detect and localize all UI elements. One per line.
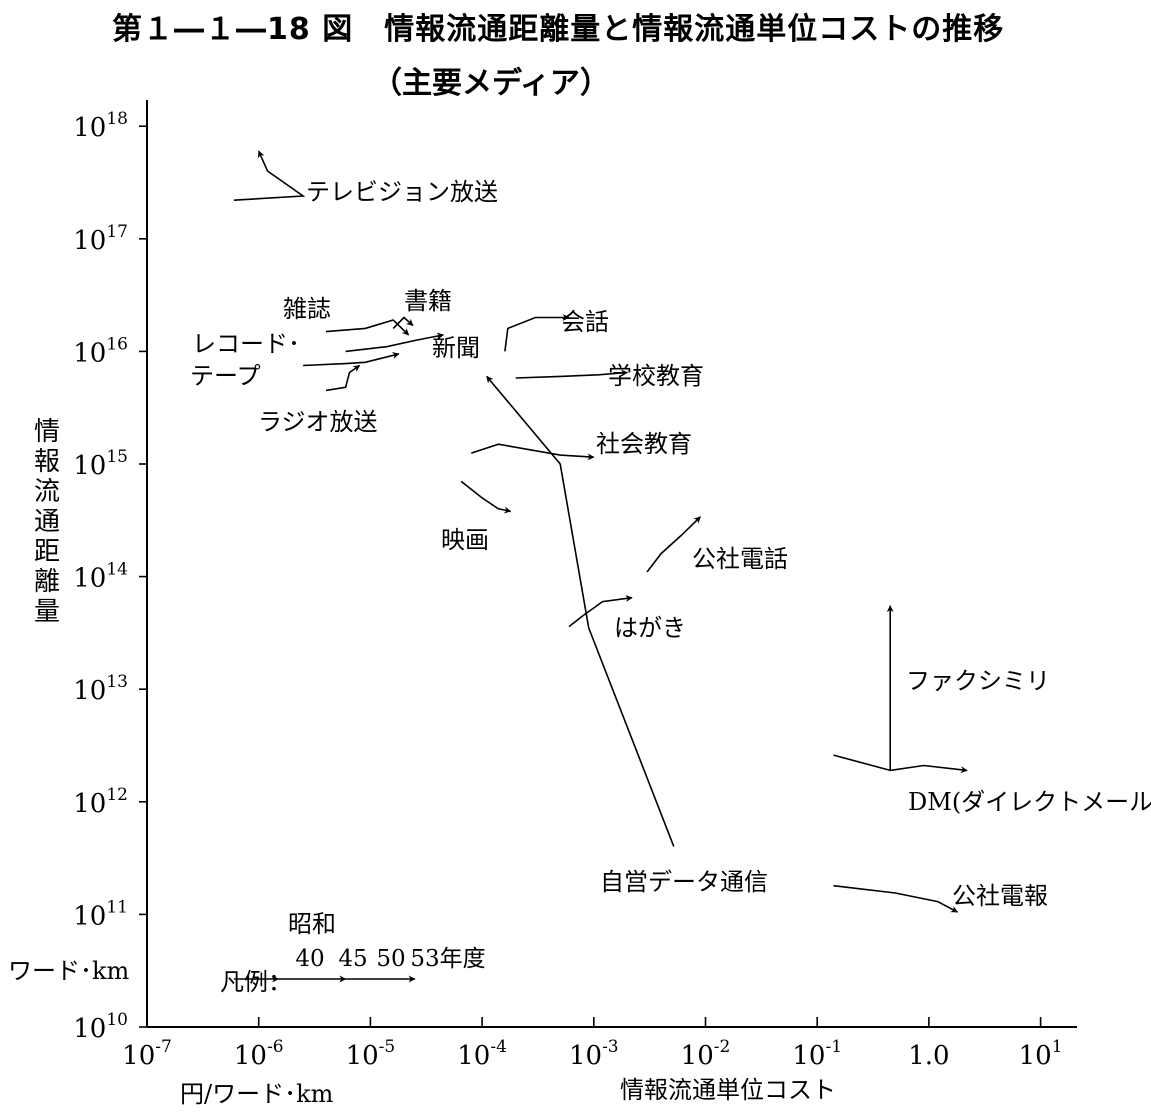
series-label: 公社電話 [692,545,788,573]
series-label: 社会教育 [596,430,692,458]
x-tick-label: 10-1 [792,1037,842,1071]
chart-subtitle: （主要メディア） [372,66,610,101]
y-tick-label: 1011 [73,897,128,931]
series-arrow [392,316,414,329]
x-tick-label: 10-7 [122,1037,172,1071]
x-tick-label: 101 [1019,1037,1063,1071]
y-tick-label: 1010 [73,1010,128,1044]
x-tick-label: 10-4 [457,1037,507,1071]
y-tick-label: 1012 [73,785,128,819]
y-tick-label: 1016 [73,334,128,368]
series-arrow [303,352,400,367]
series-arrow [833,884,959,913]
series-arrow [325,319,410,336]
series-arrow [233,150,306,201]
series-arrow [325,364,361,392]
x-tick-label: 1.0 [908,1041,949,1071]
x-tick-label: 10-2 [681,1037,731,1071]
chart-title: 第１―１―18 図 情報流通距離量と情報流通単位コストの推移 [112,12,1005,47]
y-tick-label: 1014 [73,560,128,594]
series-label: 書籍 [404,287,452,315]
x-axis-unit: 円/ワード･km [180,1080,334,1108]
series-arrow [568,595,633,628]
series-arrow [471,443,595,461]
x-tick-label: 10-6 [234,1037,284,1071]
series-arrow [504,314,570,352]
series-label: 学校教育 [608,362,704,390]
legend-year: 40 [295,946,324,972]
series-label: 新聞 [432,334,480,362]
x-axis-label: 情報流通単位コスト [620,1076,836,1104]
series-label: 公社電報 [952,882,1048,910]
series-label: 映画 [441,526,489,554]
series-arrow [833,754,968,774]
x-tick-label: 10-5 [346,1037,396,1071]
legend-year: 53年度 [410,946,485,972]
x-tick-label: 10-3 [569,1037,619,1071]
series-label: DM(ダイレクトメール) [908,788,1151,816]
y-tick-label: 1018 [73,109,128,143]
series-label: ラジオ放送 [258,408,378,436]
series-arrow [646,516,701,573]
legend-year: 45 [338,946,367,972]
series-arrow [345,332,445,353]
series-label: はがき [614,614,686,642]
legend-title: 凡例： [220,968,292,996]
y-tick-label: 1017 [73,222,128,256]
y-axis-label: 情報流通距離量 [34,417,60,627]
series-arrow [486,375,675,847]
legend-year: 50 [376,946,405,972]
y-axis-unit: ワード･km [8,957,130,985]
series-label: テレビジョン放送 [306,178,498,206]
y-tick-label: 1013 [73,672,128,706]
legend-era: 昭和 [288,910,336,938]
y-tick-label: 1015 [73,447,128,481]
series-arrow [460,480,512,514]
series-label: ファクシミリ [906,667,1050,695]
series-label: 雑誌 [283,295,331,323]
series-arrow [515,369,629,379]
series-label: テープ [190,362,261,390]
series-label: 会話 [561,308,609,336]
series-label: 自営データ通信 [600,868,768,896]
series-label: レコード･ [192,330,300,358]
